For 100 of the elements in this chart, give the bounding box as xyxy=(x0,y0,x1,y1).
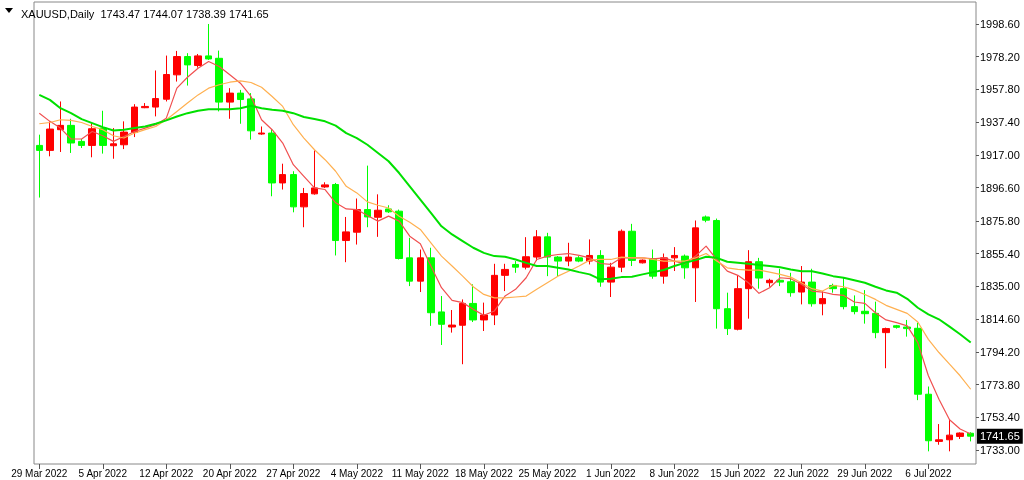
candlestick xyxy=(893,324,900,330)
x-tick-label: 8 Jun 2022 xyxy=(649,467,700,479)
candlestick xyxy=(533,229,541,262)
candlestick xyxy=(57,100,64,153)
candlestick xyxy=(332,182,339,256)
candlestick xyxy=(861,289,869,325)
candlestick xyxy=(565,242,572,267)
y-tick-label: 1794.20 xyxy=(980,345,1020,358)
y-tick-label: 1814.60 xyxy=(980,313,1020,326)
candlestick xyxy=(67,118,75,154)
candlestick xyxy=(766,278,773,288)
candlestick xyxy=(480,302,488,332)
x-tick-label: 29 Jun 2022 xyxy=(837,467,893,479)
candlestick xyxy=(268,128,276,197)
candlestick xyxy=(882,327,890,369)
candlestick xyxy=(671,246,678,272)
y-tick-label: 1773.80 xyxy=(980,378,1020,391)
y-tick-label: 1957.80 xyxy=(980,83,1020,96)
candlestick xyxy=(702,215,710,223)
x-tick-label: 1 Jun 2022 xyxy=(586,467,637,479)
candlestick xyxy=(215,50,223,112)
candlestick xyxy=(787,272,795,298)
candlestick xyxy=(618,228,625,273)
candlestick xyxy=(417,249,424,293)
x-tick-label: 5 Apr 2022 xyxy=(78,467,128,479)
x-tick-label: 25 May 2022 xyxy=(518,467,577,479)
candlestick xyxy=(152,70,159,117)
candlestick xyxy=(279,163,286,191)
candlestick xyxy=(491,263,498,326)
candlestick xyxy=(36,134,43,199)
y-tick-label: 1875.80 xyxy=(980,214,1020,227)
candlestick xyxy=(544,232,551,277)
y-tick-label: 1855.40 xyxy=(980,247,1020,260)
x-tick-label: 4 May 2022 xyxy=(330,467,384,479)
text: XAUUSD,Daily 1743.47 1744.07 1738.39 1741.65 xyxy=(21,7,269,20)
candlestick xyxy=(364,165,371,228)
x-tick-label: 11 May 2022 xyxy=(391,467,450,479)
candlestick xyxy=(946,418,953,452)
candlestick xyxy=(353,198,361,246)
x-tick-label: 29 Mar 2022 xyxy=(11,467,68,479)
line-series xyxy=(38,80,972,390)
candlestick xyxy=(258,125,265,136)
y-tick-label: 1733.00 xyxy=(980,444,1020,457)
candlestick xyxy=(300,187,308,228)
candlestick xyxy=(78,138,85,149)
y-tick-label: 1917.00 xyxy=(980,148,1020,161)
candlestick xyxy=(956,431,964,440)
candlestick xyxy=(194,53,202,69)
x-tick-label: 27 Apr 2022 xyxy=(266,467,321,479)
candlestick xyxy=(628,223,636,267)
candlestick xyxy=(639,258,646,264)
candlestick xyxy=(342,216,350,263)
candlestick xyxy=(734,274,742,331)
candlestick xyxy=(776,268,784,287)
y-tick-label: 1896.60 xyxy=(980,181,1020,194)
candlestick xyxy=(469,283,477,323)
candlestick xyxy=(374,193,382,238)
x-tick-label: 6 Jul 2022 xyxy=(905,467,952,479)
y-tick-label: 1937.40 xyxy=(980,116,1020,129)
x-tick-label: 20 Apr 2022 xyxy=(202,467,258,479)
candlestick xyxy=(925,386,932,452)
line-series xyxy=(38,60,972,435)
candlestick xyxy=(237,89,244,125)
candlestick xyxy=(88,122,96,158)
candlestick xyxy=(427,247,435,327)
candlestick xyxy=(575,255,583,263)
candlestick xyxy=(184,52,191,87)
candlestick xyxy=(935,423,943,446)
candlestick xyxy=(819,290,826,316)
candlestick xyxy=(512,260,519,274)
candlestick xyxy=(311,149,318,196)
candlestick xyxy=(173,50,181,83)
x-tick-label: 22 Jun 2022 xyxy=(773,467,830,479)
candlestick xyxy=(46,120,54,157)
y-tick-label: 1835.00 xyxy=(980,280,1020,293)
candlestick xyxy=(840,277,847,310)
x-tick-label: 12 Apr 2022 xyxy=(139,467,194,479)
text: 1741.65 xyxy=(980,430,1020,443)
candlestick xyxy=(226,87,234,120)
candlestick xyxy=(872,301,879,339)
candlestick xyxy=(851,294,858,315)
x-tick-label: 15 Jun 2022 xyxy=(710,467,766,479)
candlestick xyxy=(459,298,466,365)
candlestick xyxy=(247,92,255,141)
line-series xyxy=(38,93,972,344)
candlestick xyxy=(205,23,212,61)
y-tick-label: 1753.40 xyxy=(980,411,1020,424)
candlestick xyxy=(448,309,456,334)
candlestick xyxy=(290,170,297,213)
candlestick xyxy=(321,181,329,189)
y-tick-label: 1998.60 xyxy=(980,17,1020,30)
candlestick xyxy=(395,209,403,260)
candlestick xyxy=(438,295,445,346)
candlestick xyxy=(713,218,720,330)
candlestick xyxy=(554,255,562,277)
candlestick xyxy=(724,292,731,336)
candlestick xyxy=(406,237,413,287)
candlestick xyxy=(163,55,170,102)
candlestick xyxy=(141,102,149,109)
candlestick xyxy=(914,322,922,401)
